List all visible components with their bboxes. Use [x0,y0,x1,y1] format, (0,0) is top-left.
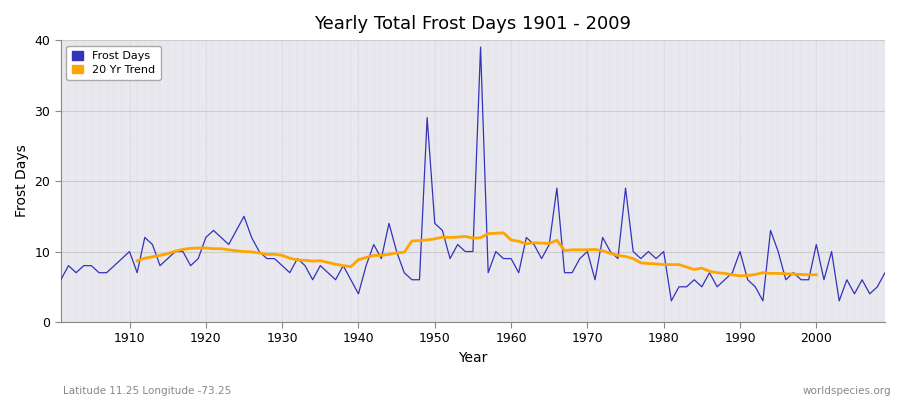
X-axis label: Year: Year [458,351,488,365]
Title: Yearly Total Frost Days 1901 - 2009: Yearly Total Frost Days 1901 - 2009 [314,15,632,33]
Y-axis label: Frost Days: Frost Days [15,145,29,218]
Text: worldspecies.org: worldspecies.org [803,386,891,396]
Text: Latitude 11.25 Longitude -73.25: Latitude 11.25 Longitude -73.25 [63,386,231,396]
Legend: Frost Days, 20 Yr Trend: Frost Days, 20 Yr Trend [67,46,160,80]
